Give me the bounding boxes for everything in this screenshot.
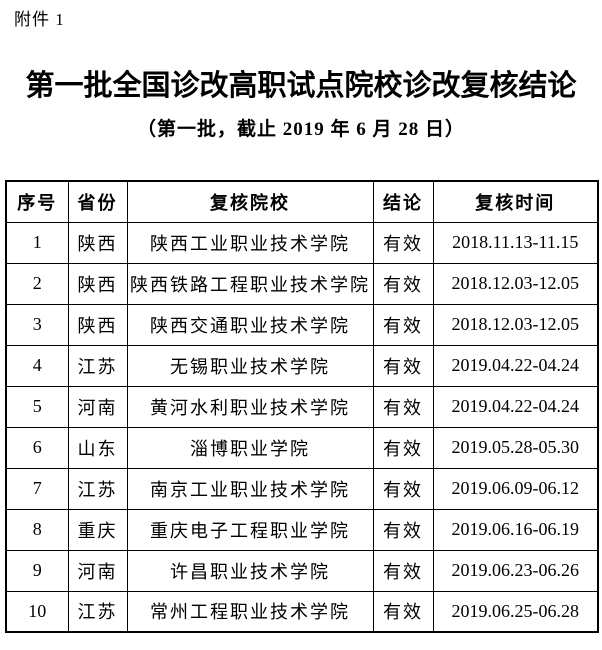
cell-index: 2 <box>5 262 69 305</box>
table-row: 9 河南 许昌职业技术学院 有效 2019.06.23-06.26 <box>5 549 599 592</box>
cell-conclusion: 有效 <box>372 385 434 428</box>
cell-conclusion: 有效 <box>372 549 434 592</box>
cell-conclusion: 有效 <box>372 262 434 305</box>
cell-conclusion: 有效 <box>372 303 434 346</box>
cell-review-time: 2019.04.22-04.24 <box>432 385 599 428</box>
col-header-conclusion: 结论 <box>372 180 434 223</box>
cell-index: 5 <box>5 385 69 428</box>
cell-province: 陕西 <box>67 262 128 305</box>
col-header-province: 省份 <box>67 180 128 223</box>
review-results-table: 序号 省份 复核院校 结论 复核时间 1 陕西 陕西工业职业技术学院 有效 2018.1… <box>5 180 599 633</box>
cell-province: 陕西 <box>67 221 128 264</box>
table-row: 7 江苏 南京工业职业技术学院 有效 2019.06.09-06.12 <box>5 467 599 510</box>
cell-province: 山东 <box>67 426 128 469</box>
col-header-index: 序号 <box>5 180 69 223</box>
cell-conclusion: 有效 <box>372 344 434 387</box>
cell-index: 10 <box>5 590 69 633</box>
cell-school: 南京工业职业技术学院 <box>126 467 374 510</box>
cell-review-time: 2019.05.28-05.30 <box>432 426 599 469</box>
cell-school: 黄河水利职业技术学院 <box>126 385 374 428</box>
cell-index: 6 <box>5 426 69 469</box>
cell-index: 7 <box>5 467 69 510</box>
cell-school: 陕西工业职业技术学院 <box>126 221 374 264</box>
cell-school: 淄博职业学院 <box>126 426 374 469</box>
cell-review-time: 2019.04.22-04.24 <box>432 344 599 387</box>
cell-province: 江苏 <box>67 590 128 633</box>
table-row: 3 陕西 陕西交通职业技术学院 有效 2018.12.03-12.05 <box>5 303 599 346</box>
table-row: 10 江苏 常州工程职业技术学院 有效 2019.06.25-06.28 <box>5 590 599 633</box>
cell-review-time: 2018.12.03-12.05 <box>432 262 599 305</box>
cell-province: 河南 <box>67 549 128 592</box>
cell-province: 陕西 <box>67 303 128 346</box>
cell-conclusion: 有效 <box>372 221 434 264</box>
cell-province: 江苏 <box>67 467 128 510</box>
cell-review-time: 2018.12.03-12.05 <box>432 303 599 346</box>
col-header-school: 复核院校 <box>126 180 374 223</box>
review-table-body: 1 陕西 陕西工业职业技术学院 有效 2018.11.13-11.15 2 陕西 陕西铁路工程… <box>5 221 599 633</box>
col-header-review-time: 复核时间 <box>432 180 599 223</box>
cell-school: 陕西铁路工程职业技术学院 <box>126 262 374 305</box>
table-row: 1 陕西 陕西工业职业技术学院 有效 2018.11.13-11.15 <box>5 221 599 264</box>
cell-province: 河南 <box>67 385 128 428</box>
cell-index: 3 <box>5 303 69 346</box>
table-row: 6 山东 淄博职业学院 有效 2019.05.28-05.30 <box>5 426 599 469</box>
cell-review-time: 2019.06.23-06.26 <box>432 549 599 592</box>
cell-review-time: 2019.06.09-06.12 <box>432 467 599 510</box>
table-row: 8 重庆 重庆电子工程职业学院 有效 2019.06.16-06.19 <box>5 508 599 551</box>
document-subtitle: （第一批，截止 2019 年 6 月 28 日） <box>136 119 465 140</box>
cell-conclusion: 有效 <box>372 467 434 510</box>
cell-school: 许昌职业技术学院 <box>126 549 374 592</box>
cell-review-time: 2019.06.25-06.28 <box>432 590 599 633</box>
cell-conclusion: 有效 <box>372 508 434 551</box>
cell-school: 重庆电子工程职业学院 <box>126 508 374 551</box>
document-title: 第一批全国诊改高职试点院校诊改复核结论 <box>25 70 577 102</box>
cell-province: 重庆 <box>67 508 128 551</box>
cell-school: 无锡职业技术学院 <box>126 344 374 387</box>
cell-index: 1 <box>5 221 69 264</box>
cell-school: 陕西交通职业技术学院 <box>126 303 374 346</box>
cell-conclusion: 有效 <box>372 426 434 469</box>
cell-index: 8 <box>5 508 69 551</box>
cell-conclusion: 有效 <box>372 590 434 633</box>
cell-province: 江苏 <box>67 344 128 387</box>
cell-review-time: 2019.06.16-06.19 <box>432 508 599 551</box>
cell-review-time: 2018.11.13-11.15 <box>432 221 599 264</box>
attachment-label: 附件 1 <box>14 10 65 29</box>
table-row: 5 河南 黄河水利职业技术学院 有效 2019.04.22-04.24 <box>5 385 599 428</box>
table-header-row: 序号 省份 复核院校 结论 复核时间 <box>5 180 599 223</box>
cell-index: 9 <box>5 549 69 592</box>
cell-school: 常州工程职业技术学院 <box>126 590 374 633</box>
table-row: 2 陕西 陕西铁路工程职业技术学院 有效 2018.12.03-12.05 <box>5 262 599 305</box>
cell-index: 4 <box>5 344 69 387</box>
table-row: 4 江苏 无锡职业技术学院 有效 2019.04.22-04.24 <box>5 344 599 387</box>
